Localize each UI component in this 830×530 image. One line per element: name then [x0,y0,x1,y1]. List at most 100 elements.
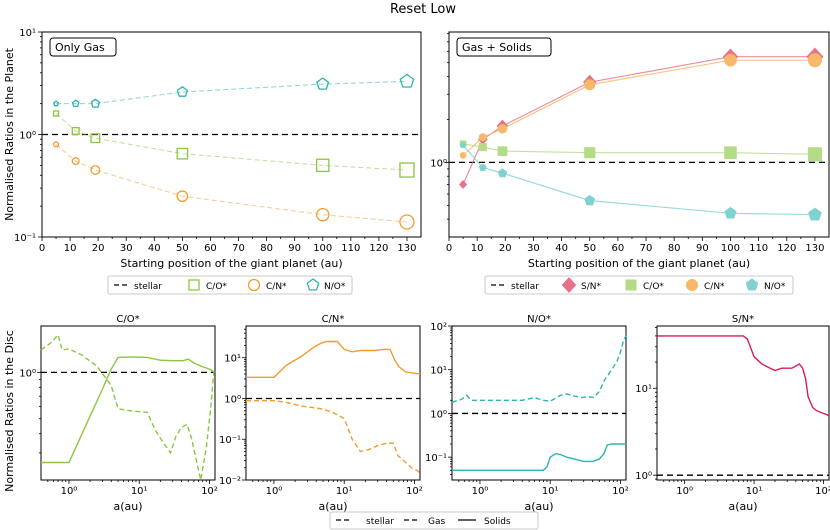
data-point [478,143,487,152]
figure-title: Reset Low [390,2,456,17]
data-point [808,207,822,221]
x-axis-label: a(au) [318,500,347,513]
data-point [399,73,415,88]
panel-label: Only Gas [55,41,105,54]
y-tick-label: 10¹ [224,354,241,365]
y-tick-label: 10⁰ [635,471,652,482]
data-point [52,100,60,107]
y-tick-label: 10⁰ [430,158,447,169]
legend-no-label: N/O* [764,282,786,292]
legend-gas-label: Gas [428,517,445,527]
x-tick-label: 40 [555,243,568,254]
data-point [497,146,508,156]
panel-title: N/O* [527,314,551,325]
top-panel-1: 0 10 20 30 40 50 60 70 80 90 100 110 120 130 Starting … [3,28,422,270]
data-point [478,133,487,142]
bottom-panel-4: S/N* 10⁰ 10¹ 10² a(au) 10⁰ 10¹ [635,314,830,513]
data-point [399,214,415,230]
legend-stellar-label: stellar [366,517,394,527]
panels: 0 10 20 30 40 50 60 70 80 90 100 110 120 130Starting … [3,28,830,530]
panel-title: S/N* [732,314,754,325]
data-point [316,77,330,90]
x-tick-label: 100 [313,243,332,254]
top-panel-2: 0 10 20 30 40 50 60 70 80 90 100 110 120 130 Starting … [430,31,830,270]
x-tick-label: 20 [499,243,512,254]
x-tick-label: 80 [260,243,273,254]
data-point [52,110,60,117]
panel-label-box [456,37,552,57]
x-tick-label: 10¹ [542,486,559,497]
gas-line [40,333,215,481]
bottom-panel-3-frame [451,325,627,481]
data-point [724,146,737,159]
panel-title: C/N* [322,314,345,325]
x-tick-label: 40 [148,243,161,254]
y-tick-label: 10⁻² [219,476,241,487]
x-tick-label: 30 [120,243,133,254]
data-point [176,147,189,160]
legend-top-left-frame [107,275,353,295]
legend-cn-label: C/N* [266,282,287,292]
x-tick-label: 20 [92,243,105,254]
x-tick-label: 10⁰ [676,486,693,497]
x-tick-label: 10² [201,486,218,497]
data-point [71,157,80,166]
legend-no-symbol [306,278,320,291]
x-tick-label: 10¹ [336,486,353,497]
x-tick-label: 0 [39,243,45,254]
bottom-panel-2-frame [245,325,421,481]
legend-stellar-label: stellar [134,282,162,292]
bottom-panel-4-frame [656,325,830,481]
y-tick-label: 10⁻¹ [425,453,447,464]
legend-bottom: stellar Gas Solids [329,511,539,530]
x-axis-label: a(au) [728,500,757,513]
series-line [55,144,408,223]
x-axis-label: Starting position of the giant planet (a… [120,257,342,270]
x-tick-label: 100 [721,243,740,254]
x-tick-label: 130 [805,243,824,254]
x-tick-label: 0 [446,243,452,254]
panel-label-box [49,37,117,57]
x-axis-label: Starting position of the giant planet (a… [528,257,750,270]
data-point [584,147,596,159]
data-point [176,190,189,203]
x-tick-label: 120 [369,243,388,254]
data-point [459,180,468,189]
legend-no-symbol [745,278,759,291]
legend-bottom-frame [329,511,539,530]
x-tick-label: 30 [527,243,540,254]
bottom-panel-3: N/O* 10⁰ 10¹ 10² a(au) 10⁻¹ 10⁰ 10¹ 10² [425,314,629,513]
series-line [463,143,815,155]
legend-sn-symbol [561,277,577,293]
x-tick-label: 10 [471,243,484,254]
y-tick-label: 10⁻¹ [14,233,36,244]
data-point [90,133,101,144]
bottom-panel-2: C/N* 10⁰ 10¹ 10² a(au) 10⁻² 10⁻¹ 10⁰ 10¹ [219,314,423,513]
y-axis-label: Normalised Ratios in the Disc [3,330,16,492]
panel-title: C/O* [116,314,139,325]
x-tick-label: 60 [612,243,625,254]
data-point [399,162,415,178]
legend-co-label: C/O* [206,282,227,292]
data-point [71,99,80,108]
y-axis-label: Normalised Ratios in the Planet [3,47,16,221]
data-point [459,152,467,159]
data-point [724,53,737,67]
series-line [462,144,815,216]
x-tick-label: 130 [397,243,416,254]
data-point [584,194,596,206]
x-tick-label: 90 [288,243,301,254]
x-tick-label: 10² [815,486,830,497]
x-tick-label: 120 [777,243,796,254]
x-tick-label: 70 [232,243,245,254]
data-point [52,141,60,148]
data-point [724,206,737,219]
data-point [90,98,101,108]
y-tick-label: 10⁰ [19,131,36,142]
data-point [71,127,80,136]
legend-top-right: stellar S/N* C/O* C/N* N/O* [484,275,794,295]
y-tick-label: 10⁰ [224,394,241,405]
x-tick-label: 10² [612,486,629,497]
x-tick-label: 10² [406,486,423,497]
